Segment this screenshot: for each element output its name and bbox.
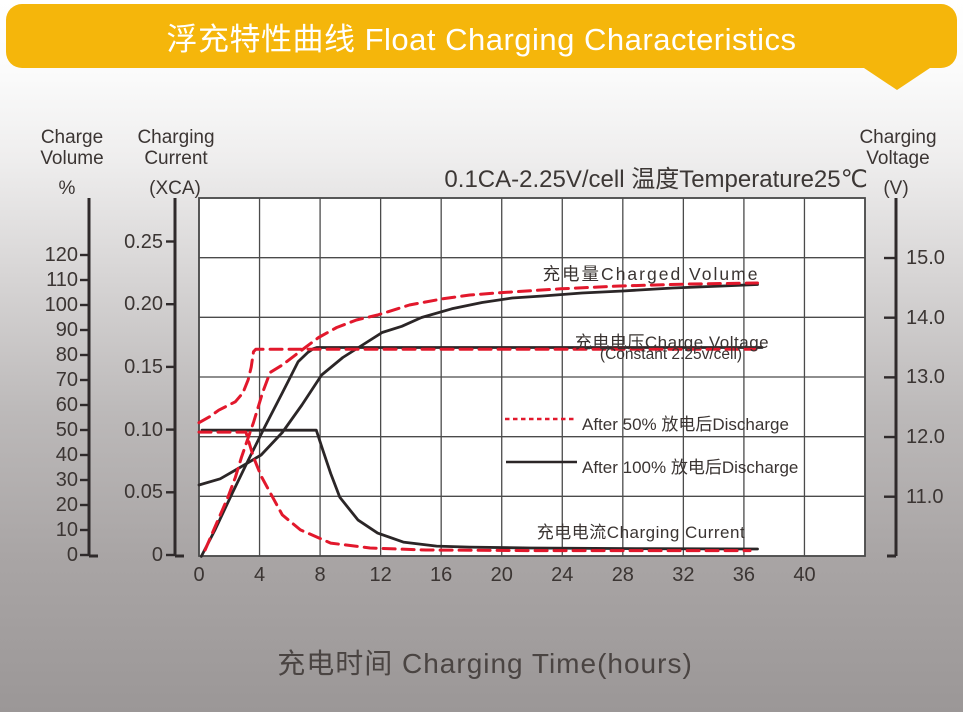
- tick-label-charge_volume: 40: [55, 444, 78, 466]
- charging-current-axis-title: Charging Current: [137, 127, 214, 169]
- series-charge-voltage-after-50-discharge: [197, 347, 758, 425]
- tick-label-charge_volume: 120: [44, 244, 78, 266]
- tick-label-charge_volume: 100: [44, 294, 78, 316]
- charging-voltage-axis-title: Charging Voltage: [859, 127, 936, 169]
- tick-label-charge_volume: 30: [55, 469, 78, 491]
- tick-label-charge_volume: 50: [55, 419, 78, 441]
- tick-label-charging_current: 0.15: [124, 355, 163, 378]
- tick-label-charging_voltage: 12.0: [906, 426, 945, 449]
- tick-label-charge_volume: 20: [55, 494, 78, 516]
- tick-label-x-axis: 32: [672, 564, 695, 586]
- charging-current-axis-title-line1: Charging: [137, 127, 215, 148]
- tick-label-charging_current: 0: [151, 544, 163, 566]
- tick-label-x-axis: 16: [430, 564, 453, 586]
- tick-label-x-axis: 36: [732, 564, 756, 586]
- tick-label-charge_volume: 70: [55, 369, 78, 391]
- x-axis-title: 充电时间 Charging Time(hours): [277, 648, 693, 679]
- tick-label-x-axis: 24: [551, 564, 574, 586]
- chart-condition-subtitle: 0.1CA-2.25V/cell 温度Temperature25℃: [444, 166, 868, 193]
- tick-label-charging_voltage: 14.0: [906, 306, 945, 329]
- charge-volume-axis-unit: %: [58, 178, 76, 199]
- tick-label-charging_current: 0.25: [124, 230, 163, 253]
- tick-label-charging_voltage: 11.0: [906, 485, 944, 508]
- tick-label-charge_volume: 0: [66, 544, 78, 566]
- tick-label-x-axis: 40: [793, 564, 816, 586]
- tick-label-x-axis: 28: [611, 564, 634, 586]
- charging-voltage-axis-title-line2: Voltage: [866, 148, 930, 169]
- legend-label-after-50-discharge: After 50% 放电后Discharge: [582, 415, 789, 434]
- annotation-charge-voltage-constant: (Constant 2.25v/cell): [599, 346, 743, 363]
- series-charging-current-after-50-discharge: [197, 430, 752, 553]
- page-title: 浮充特性曲线 Float Charging Characteristics: [166, 21, 797, 57]
- annotation-charge-voltage: 充电电压Charge Voltage: [574, 333, 770, 352]
- annotation-charging-current: 充电电流Charging Current: [536, 523, 746, 542]
- charge-volume-axis-title-line2: Volume: [40, 148, 104, 169]
- tick-label-x-axis: 0: [193, 564, 205, 586]
- tick-label-charging_current: 0.10: [124, 418, 163, 441]
- tick-label-x-axis: 20: [490, 564, 513, 586]
- charge-volume-axis-title-line1: Charge: [40, 127, 104, 148]
- tick-label-charge_volume: 10: [55, 519, 78, 541]
- tick-label-charging_current: 0.20: [124, 293, 163, 316]
- tick-label-x-axis: 8: [314, 564, 326, 586]
- plot-border: [198, 197, 866, 557]
- tick-label-charging_voltage: 15.0: [906, 247, 945, 270]
- charging-current-axis-title-line2: Current: [144, 148, 208, 169]
- series-charged-volume-after-100-discharge: [197, 283, 759, 487]
- tick-label-charging_voltage: 13.0: [906, 366, 945, 389]
- tick-label-charge_volume: 90: [55, 319, 78, 341]
- title-banner: 浮充特性曲线 Float Charging Characteristics: [6, 4, 957, 68]
- charge-volume-axis-title: Charge Volume: [40, 127, 103, 169]
- tick-label-charging_current: 0.05: [124, 481, 163, 504]
- charging-current-axis-unit: (XCA): [149, 178, 201, 199]
- series-charged-volume-after-50-discharge: [203, 281, 759, 552]
- tick-label-charge_volume: 80: [55, 344, 78, 366]
- charging-voltage-axis-unit: (V): [883, 178, 909, 199]
- tick-label-x-axis: 12: [369, 564, 392, 586]
- tick-label-charge_volume: 110: [46, 269, 78, 291]
- legend-label-after-100-discharge: After 100% 放电后Discharge: [582, 458, 799, 477]
- charging-voltage-axis-title-line1: Charging: [859, 127, 937, 148]
- tick-label-x-axis: 4: [253, 564, 266, 586]
- tick-label-charge_volume: 60: [55, 394, 78, 416]
- annotation-charged-volume: 充电量Charged Volume: [542, 264, 760, 284]
- series-charging-current-after-100-discharge: [200, 428, 759, 551]
